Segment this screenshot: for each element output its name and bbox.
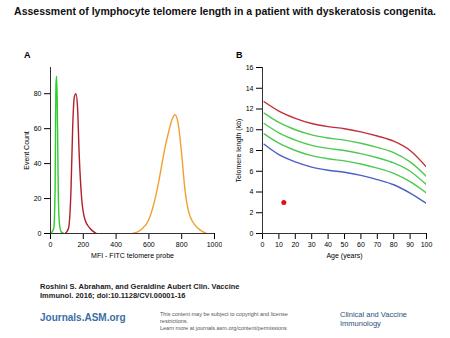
svg-text:50: 50 xyxy=(341,241,349,248)
svg-text:100: 100 xyxy=(421,241,433,248)
svg-text:10: 10 xyxy=(275,241,283,248)
html-text:Clinical and Vaccine Immunolog: Clinical and Vaccine Immunology xyxy=(340,310,407,328)
svg-text:MFI - FITC telomere probe: MFI - FITC telomere probe xyxy=(91,252,174,260)
svg-text:2: 2 xyxy=(250,209,254,216)
svg-text:10: 10 xyxy=(246,126,254,133)
html-text:Journals.ASM.org: Journals.ASM.org xyxy=(40,312,126,323)
svg-text:400: 400 xyxy=(110,241,122,248)
svg-text:20: 20 xyxy=(34,195,42,202)
svg-text:600: 600 xyxy=(143,241,155,248)
html-text:Immunol. 2016; doi:10.1128/CVI: Immunol. 2016; doi:10.1128/CVI.00001-16 xyxy=(40,291,186,300)
html-text:A: A xyxy=(24,50,31,60)
svg-text:8: 8 xyxy=(250,147,254,154)
svg-text:0: 0 xyxy=(261,241,265,248)
html-text:Roshini S. Abraham, and Gerald: Roshini S. Abraham, and Geraldine Aubert… xyxy=(40,282,240,291)
svg-text:12: 12 xyxy=(246,105,254,112)
svg-text:60: 60 xyxy=(357,241,365,248)
svg-text:16: 16 xyxy=(246,64,254,71)
svg-text:4: 4 xyxy=(250,188,254,195)
html-text:Assessment of lymphocyte telom: Assessment of lymphocyte telomere length… xyxy=(14,5,436,17)
svg-text:90: 90 xyxy=(406,241,414,248)
svg-text:Telomere length (kb): Telomere length (kb) xyxy=(235,119,243,183)
html-text:Learn more at journals.asm.org: Learn more at journals.asm.org/content/p… xyxy=(160,325,287,331)
svg-text:40: 40 xyxy=(34,160,42,167)
svg-text:80: 80 xyxy=(34,90,42,97)
svg-text:800: 800 xyxy=(176,241,188,248)
svg-text:6: 6 xyxy=(250,167,254,174)
svg-text:0: 0 xyxy=(38,230,42,237)
html-text:This content may be subject to: This content may be subject to copyright… xyxy=(160,311,288,324)
svg-text:Event Count: Event Count xyxy=(23,131,30,170)
svg-text:14: 14 xyxy=(246,84,254,91)
svg-text:1000: 1000 xyxy=(207,241,222,248)
svg-text:Age (years): Age (years) xyxy=(326,252,362,260)
svg-text:0: 0 xyxy=(250,230,254,237)
svg-text:60: 60 xyxy=(34,125,42,132)
html-text:B: B xyxy=(236,50,243,60)
svg-text:20: 20 xyxy=(291,241,299,248)
svg-text:70: 70 xyxy=(373,241,381,248)
svg-text:0: 0 xyxy=(49,241,53,248)
svg-text:40: 40 xyxy=(324,241,332,248)
svg-text:80: 80 xyxy=(390,241,398,248)
svg-text:200: 200 xyxy=(77,241,89,248)
svg-text:30: 30 xyxy=(308,241,316,248)
